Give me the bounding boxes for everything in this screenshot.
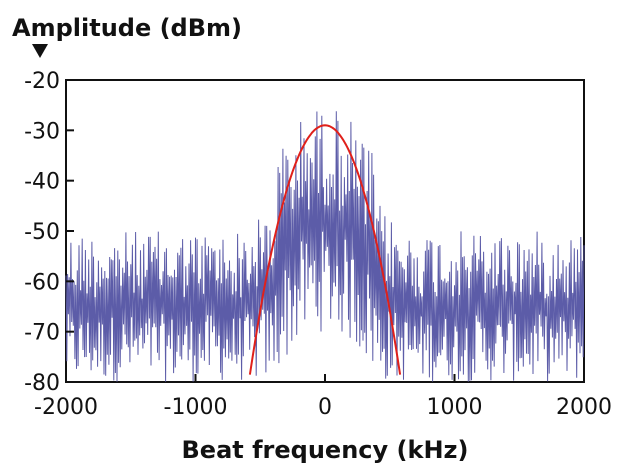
y-axis-title: Amplitude (dBm): [12, 14, 242, 42]
y-ticks: -20 -30 -40 -50 -60 -70 -80: [24, 69, 74, 396]
fit-curve: [248, 124, 402, 375]
y-axis-marker-icon: [32, 44, 48, 58]
y-tick-label: -70: [24, 321, 60, 346]
fit-layer: [248, 124, 402, 375]
y-tick-label: -30: [24, 119, 60, 144]
y-tick-label: -50: [24, 220, 60, 245]
spectrum-trace: [65, 111, 585, 382]
x-tick-label: 2000: [556, 395, 612, 420]
x-tick-label: -1000: [164, 395, 228, 420]
y-tick-label: -20: [24, 69, 60, 94]
x-tick-label: 0: [318, 395, 332, 420]
y-tick-label: -40: [24, 170, 60, 195]
y-tick-label: -80: [24, 371, 60, 396]
x-ticks: -2000 -1000 0 1000 2000: [34, 374, 612, 420]
x-tick-label: 1000: [427, 395, 483, 420]
x-tick-label: -2000: [34, 395, 98, 420]
spectrum-layer: [65, 111, 585, 382]
plot-area: [65, 79, 585, 383]
y-tick-label: -60: [24, 270, 60, 295]
x-axis-title: Beat frequency (kHz): [182, 436, 469, 464]
